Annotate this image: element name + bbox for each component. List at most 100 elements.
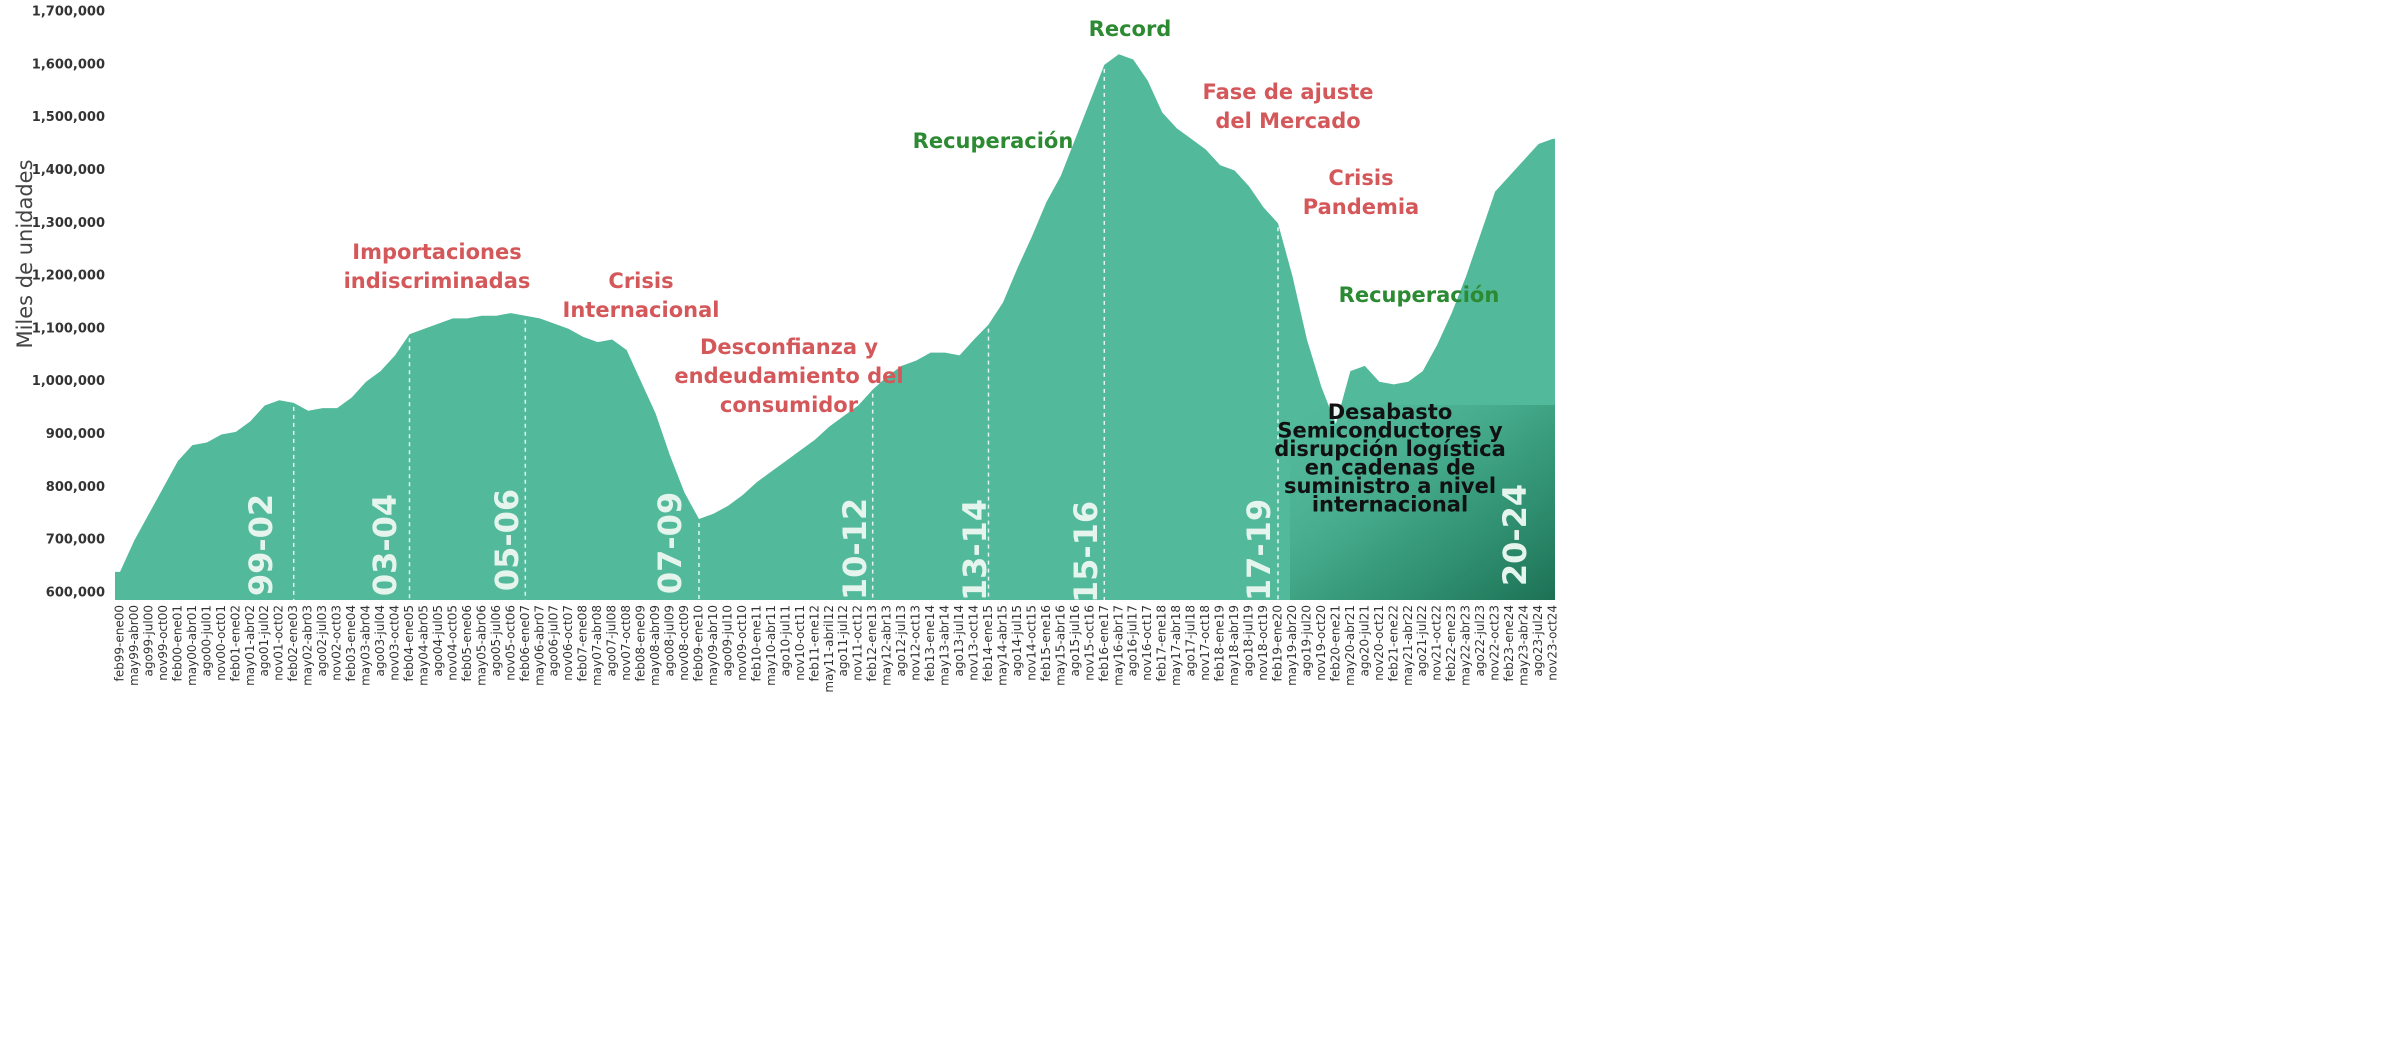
x-tick-label: ago17-jul18 xyxy=(1184,605,1198,676)
annotation: Crisis xyxy=(608,269,673,293)
x-tick-label: may21-abr22 xyxy=(1401,605,1415,686)
annotation: Recuperación xyxy=(1339,283,1500,307)
y-tick-label: 1,400,000 xyxy=(32,163,105,178)
x-tick-label: nov05-oct06 xyxy=(503,605,517,681)
x-tick-label: may05-abr06 xyxy=(474,605,488,686)
x-tick-label: feb17-ene18 xyxy=(1155,605,1169,681)
x-tick-label: may15-abr16 xyxy=(1053,605,1067,686)
x-tick-label: nov06-oct07 xyxy=(561,605,575,681)
y-tick-label: 800,000 xyxy=(46,480,105,495)
x-tick-label: feb03-ene04 xyxy=(344,605,358,681)
x-tick-label: feb99-ene00 xyxy=(113,605,127,681)
annotation: consumidor xyxy=(720,393,859,417)
x-tick-label: feb10-ene11 xyxy=(749,605,763,681)
x-tick-label: ago13-jul14 xyxy=(952,605,966,676)
annotation: Semiconductores y xyxy=(1277,419,1503,443)
annotation: internacional xyxy=(1312,493,1468,517)
x-tick-label: nov03-oct04 xyxy=(388,605,402,681)
x-tick-label: feb07-ene08 xyxy=(576,605,590,681)
x-tick-label: nov99-oct00 xyxy=(156,605,170,681)
x-tick-label: feb12-ene13 xyxy=(865,605,879,681)
x-tick-label: ago03-jul04 xyxy=(373,605,387,676)
annotation: Record xyxy=(1089,17,1172,41)
annotation: Desconfianza y xyxy=(700,335,878,359)
x-tick-label: nov16-oct17 xyxy=(1140,605,1154,681)
x-tick-label: nov18-oct19 xyxy=(1256,605,1270,681)
y-tick-label: 900,000 xyxy=(46,427,105,442)
x-tick-label: feb23-ene24 xyxy=(1502,605,1516,681)
x-tick-label: feb18-ene19 xyxy=(1213,605,1227,681)
x-tick-label: ago21-jul22 xyxy=(1415,605,1429,676)
annotation: Importaciones xyxy=(352,240,522,264)
x-tick-label: nov20-oct21 xyxy=(1372,605,1386,681)
x-tick-label: may07-abr08 xyxy=(590,605,604,686)
x-tick-label: feb21-ene22 xyxy=(1386,605,1400,681)
x-tick-label: nov17-oct18 xyxy=(1198,605,1212,681)
x-tick-label: nov23-oct24 xyxy=(1546,605,1560,681)
x-tick-label: feb01-ene02 xyxy=(228,605,242,681)
x-tick-label: may17-abr18 xyxy=(1169,605,1183,686)
x-tick-label: nov01-oct02 xyxy=(272,605,286,681)
x-tick-label: ago10-jul11 xyxy=(778,605,792,676)
x-tick-label: may12-abr13 xyxy=(880,605,894,686)
period-label: 99-02 xyxy=(242,494,280,596)
x-tick-label: nov15-oct16 xyxy=(1082,605,1096,681)
x-tick-label: may99-abr00 xyxy=(127,605,141,686)
x-tick-label: may09-abr10 xyxy=(706,605,720,686)
period-label: 10-12 xyxy=(836,498,874,600)
x-tick-label: nov14-oct15 xyxy=(1024,605,1038,681)
x-tick-label: nov12-oct13 xyxy=(909,605,923,681)
x-tick-label: may04-abr05 xyxy=(416,605,430,686)
x-tick-label: feb00-ene01 xyxy=(170,605,184,681)
period-label: 15-16 xyxy=(1067,501,1105,603)
y-tick-label: 1,500,000 xyxy=(32,110,105,125)
x-tick-label: ago01-jul02 xyxy=(257,605,271,676)
y-tick-label: 700,000 xyxy=(46,533,105,548)
x-tick-label: nov21-oct22 xyxy=(1430,605,1444,681)
annotation: Pandemia xyxy=(1303,195,1419,219)
period-label: 07-09 xyxy=(651,492,689,594)
annotation: indiscriminadas xyxy=(344,269,531,293)
period-label: 17-19 xyxy=(1240,499,1278,601)
x-tick-label: feb13-ene14 xyxy=(923,605,937,681)
y-axis-label: Miles de unidades xyxy=(13,159,37,348)
x-tick-label: ago07-jul08 xyxy=(605,605,619,676)
x-tick-label: may19-abr20 xyxy=(1285,605,1299,686)
x-tick-label: may18-abr19 xyxy=(1227,605,1241,686)
x-tick-label: may06-abr07 xyxy=(532,605,546,686)
period-label: 20-24 xyxy=(1496,484,1534,586)
x-tick-label: ago11-jul12 xyxy=(836,605,850,676)
x-tick-label: nov09-oct10 xyxy=(735,605,749,681)
x-tick-label: ago05-jul06 xyxy=(489,605,503,676)
y-tick-label: 1,700,000 xyxy=(32,5,105,20)
x-tick-label: ago22-jul23 xyxy=(1473,605,1487,676)
x-tick-label: feb20-ene21 xyxy=(1328,605,1342,681)
annotation: disrupción logística xyxy=(1274,437,1506,461)
x-tick-label: ago14-jul15 xyxy=(1010,605,1024,676)
x-tick-label: may02-abr03 xyxy=(301,605,315,686)
x-tick-label: nov22-oct23 xyxy=(1488,605,1502,681)
x-tick-label: ago15-jul16 xyxy=(1068,605,1082,676)
x-tick-label: may14-abr15 xyxy=(995,605,1009,686)
annotation: Recuperación xyxy=(913,129,1074,153)
annotation: endeudamiento del xyxy=(674,364,903,388)
x-tick-label: feb19-ene20 xyxy=(1270,605,1284,681)
x-tick-label: ago04-jul05 xyxy=(431,605,445,676)
x-tick-label: may10-abr11 xyxy=(764,605,778,686)
annotation: Fase de ajuste xyxy=(1202,80,1373,104)
annotation: Crisis xyxy=(1328,166,1393,190)
x-tick-label: ago99-jul00 xyxy=(141,605,155,676)
annotation: Desabasto xyxy=(1328,400,1453,424)
x-tick-label: feb04-ene05 xyxy=(402,605,416,681)
x-tick-label: may08-abr09 xyxy=(648,605,662,686)
x-tick-label: ago12-jul13 xyxy=(894,605,908,676)
x-tick-label: may13-abr14 xyxy=(938,605,952,686)
x-tick-label: feb09-ene10 xyxy=(691,605,705,681)
x-tick-label: may23-abr24 xyxy=(1517,605,1531,686)
x-tick-label: feb11-ene12 xyxy=(807,605,821,681)
x-tick-label: nov10-oct11 xyxy=(793,605,807,681)
y-tick-label: 1,600,000 xyxy=(32,57,105,72)
x-tick-label: nov13-oct14 xyxy=(967,605,981,681)
x-tick-label: ago00-jul01 xyxy=(199,605,213,676)
x-tick-label: may22-abr23 xyxy=(1459,605,1473,686)
